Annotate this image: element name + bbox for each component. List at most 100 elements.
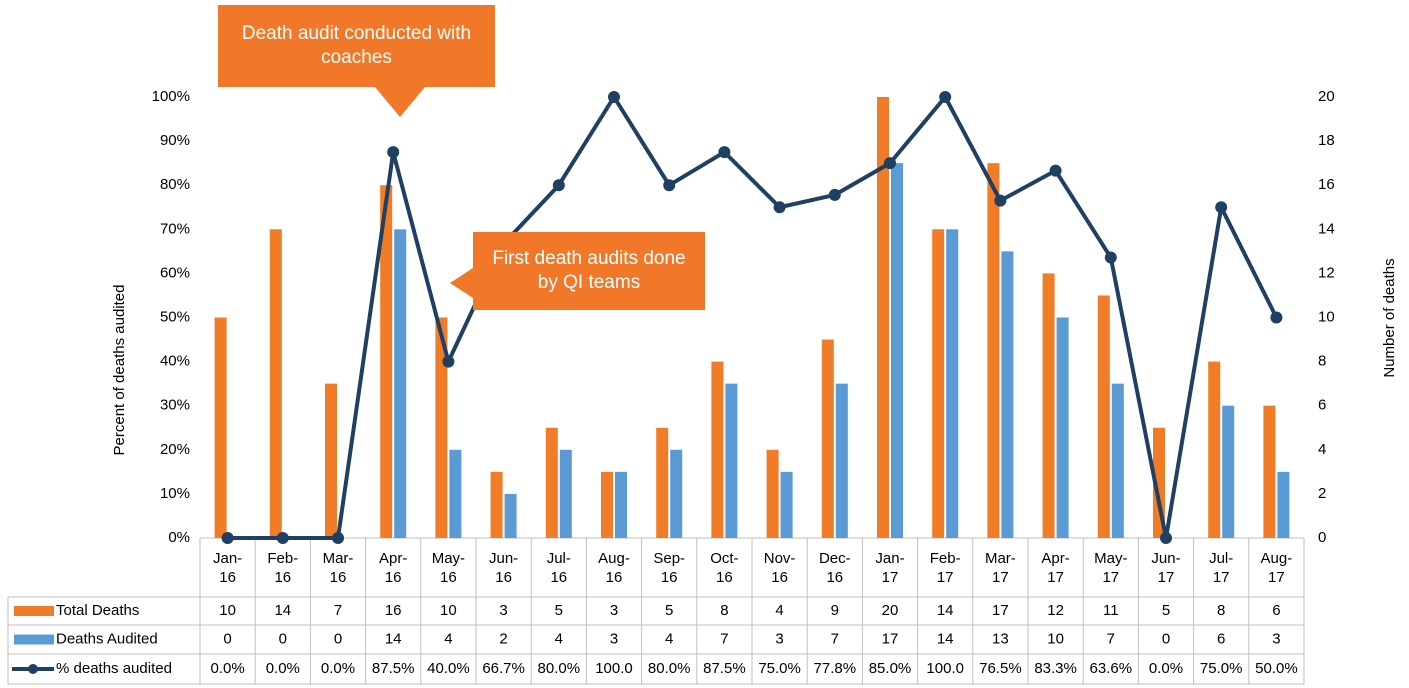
table-value: 0 [279,630,287,647]
bar [1097,295,1110,538]
table-value: 63.6% [1090,660,1133,677]
line [227,95,1279,540]
table-value: 50.0% [1255,660,1298,677]
table-value: 7 [720,630,728,647]
bar [1208,361,1221,538]
bar [877,97,889,538]
line-marker [276,532,289,544]
table-value: 4 [665,630,673,647]
table-value: 14 [385,630,402,647]
bar [1263,405,1276,538]
bar [380,185,393,538]
bar [1222,405,1235,538]
callout-box [450,232,705,310]
table-value: 75.0% [1200,660,1243,677]
line-marker [663,179,676,192]
bar [835,383,848,538]
line-marker [1270,311,1283,324]
table-value: 9 [831,602,839,619]
y-tick-label: 30% [160,397,190,414]
bar [1042,273,1055,538]
bar [490,471,503,538]
bar [987,163,1000,538]
y-tick-label: 90% [160,132,190,149]
table-value: 40.0% [427,660,470,677]
table-value: 10 [219,602,236,619]
bar [1111,383,1124,538]
y-axis-title: Percent of deaths audited [111,285,128,456]
y-tick-label: 50% [160,308,190,325]
legend-label: Deaths Audited [56,630,158,647]
bar [725,383,738,538]
table-value: 6 [1272,602,1280,619]
line-marker [1160,532,1172,544]
y2-tick-label: 8 [1318,353,1326,370]
category-label: Jun-16 [489,550,519,586]
table-value: 4 [444,630,452,647]
legend-swatch [14,606,54,616]
table-value: 80.0% [648,660,691,677]
table-value: 87.5% [703,660,746,677]
table-value: 100.0 [595,660,633,677]
table-value: 77.8% [814,660,857,677]
category-label: Aug-16 [598,550,630,586]
category-label: Jul-17 [1209,550,1234,586]
table-value: 17 [882,630,899,647]
bar [1277,471,1290,538]
line-marker [1104,251,1117,264]
line-marker [828,188,841,201]
bar [1001,251,1014,538]
table-value: 3 [775,630,783,647]
y-tick-label: 100% [152,88,190,105]
table-value: 3 [610,630,618,647]
bar [435,317,448,538]
table-value: 7 [831,630,839,647]
bar [766,449,779,538]
bar [821,339,834,538]
y-tick-label: 60% [160,264,190,281]
table-value: 66.7% [482,660,525,677]
y2-tick-label: 16 [1318,176,1335,193]
line-marker [994,194,1007,207]
line-marker [387,146,400,159]
y2-tick-label: 14 [1318,220,1335,237]
category-label: May-17 [1094,550,1128,586]
table-value: 14 [274,602,291,619]
line-marker [1215,201,1228,214]
line-marker [552,179,565,192]
table-value: 12 [1047,602,1064,619]
bar [559,449,572,538]
table-value: 5 [1162,602,1170,619]
table-value: 10 [1047,630,1064,647]
bar [601,471,613,538]
bar [780,471,793,538]
category-label: Nov-16 [763,550,796,586]
y-tick-label: 70% [160,220,190,237]
line-marker [608,91,620,103]
bar [670,449,683,538]
table-value: 80.0% [538,660,581,677]
table-value: 11 [1103,602,1119,619]
legend-label: % deaths audited [56,660,172,677]
table-value: 13 [992,630,1009,647]
category-label: Oct-16 [710,550,739,586]
table-value: 3 [499,602,507,619]
category-label: Dec-16 [818,550,851,586]
bar [946,229,959,539]
line-marker [884,157,896,170]
category-label: Jul-16 [546,550,571,586]
bar [656,427,669,538]
y-tick-label: 20% [160,441,190,458]
category-label: Apr-17 [1041,550,1070,586]
table-value: 4 [555,630,563,647]
category-label: Jun-17 [1151,550,1181,586]
annotation: Death audit conducted with coaches [241,23,472,68]
bar [269,229,282,539]
line-marker [939,91,952,103]
annotation: First death audits done by QI teams [492,248,686,293]
y2-tick-label: 0 [1318,529,1326,546]
line-marker [718,146,731,159]
category-label: Sep-16 [653,550,686,586]
callout-box [218,5,495,117]
bar [545,427,558,538]
